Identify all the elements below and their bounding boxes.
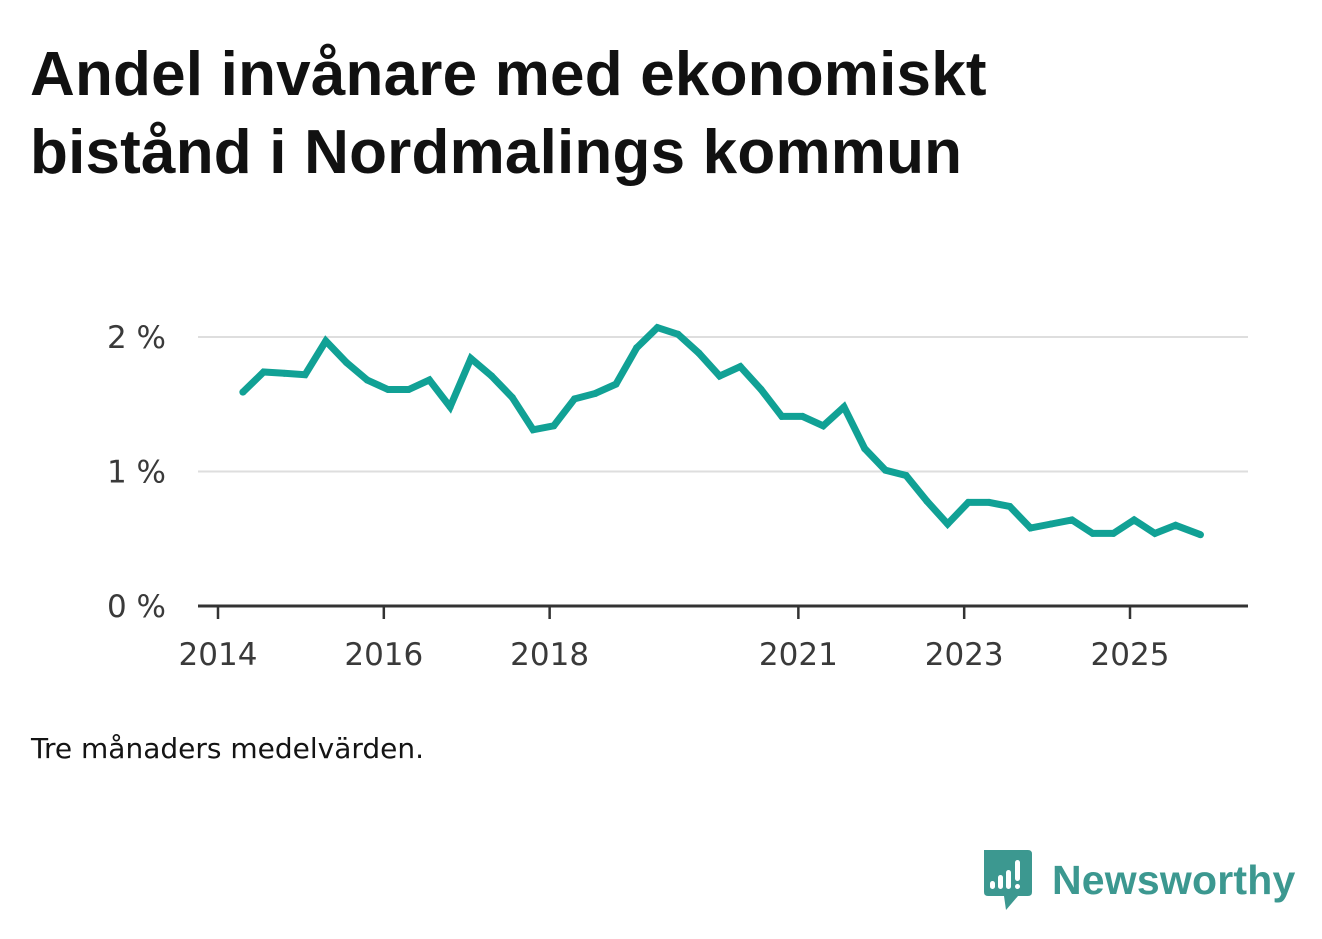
data-point (902, 472, 910, 480)
data-point (529, 426, 537, 434)
data-point (1047, 520, 1055, 528)
data-point (716, 372, 724, 380)
x-tick-label: 2023 (925, 637, 1004, 673)
brand-name: Newsworthy (1052, 856, 1296, 903)
data-point (819, 422, 827, 430)
data-point (467, 355, 475, 363)
data-point (446, 403, 454, 411)
data-point (674, 330, 682, 338)
x-tick-label: 2021 (759, 637, 838, 673)
x-axis-tick-labels: 2014 2016 2018 2021 2023 2025 (179, 637, 1170, 673)
data-point (799, 412, 807, 420)
brand-logo[interactable]: Newsworthy (980, 848, 1296, 912)
data-point (736, 363, 744, 371)
data-point (322, 337, 330, 345)
data-point (840, 403, 848, 411)
data-point (1068, 516, 1076, 524)
data-point (1006, 502, 1014, 510)
y-tick-label: 0 % (107, 589, 166, 625)
chart-footnote: Tre månaders medelvärden. (31, 732, 425, 765)
data-point (612, 380, 620, 388)
newsworthy-logo-icon (984, 850, 1032, 910)
x-axis (198, 604, 1248, 619)
data-point (964, 498, 972, 506)
data-point (1027, 524, 1035, 532)
y-tick-label: 1 % (107, 455, 166, 491)
x-tick-label: 2025 (1091, 637, 1170, 673)
data-point (653, 324, 661, 332)
data-point (591, 389, 599, 397)
data-point (488, 372, 496, 380)
data-point (861, 445, 869, 453)
x-tick-label: 2016 (344, 637, 423, 673)
data-point (633, 344, 641, 352)
data-point (1109, 529, 1117, 537)
data-point (571, 395, 579, 403)
data-point (550, 422, 558, 430)
series-layer (239, 323, 1204, 539)
data-point (508, 394, 516, 402)
data-point (280, 369, 288, 377)
data-point (923, 497, 931, 505)
data-point (239, 388, 247, 396)
data-point (985, 498, 993, 506)
data-point (260, 368, 268, 376)
x-tick-label: 2018 (510, 637, 589, 673)
data-point (944, 520, 952, 528)
data-point (757, 385, 765, 393)
data-point (405, 385, 413, 393)
data-point (1172, 521, 1180, 529)
data-point (384, 385, 392, 393)
series-line (240, 323, 1202, 538)
line-chart: 0 % 1 % 2 % 2014 2016 2018 2021 2023 2025 (107, 320, 1248, 673)
data-point (1130, 516, 1138, 524)
data-point (778, 412, 786, 420)
data-point (343, 359, 351, 367)
x-tick-label: 2014 (179, 637, 258, 673)
data-point (301, 371, 309, 379)
y-axis-tick-labels: 0 % 1 % 2 % (107, 320, 166, 625)
data-point (1089, 529, 1097, 537)
data-point (881, 466, 889, 474)
data-point (1196, 531, 1204, 539)
y-tick-label: 2 % (107, 320, 166, 356)
data-point (695, 349, 703, 357)
data-point (425, 376, 433, 384)
chart-title: Andel invånare med ekonomiskt bistånd i … (30, 40, 987, 187)
gridlines (198, 336, 1248, 473)
data-point (363, 376, 371, 384)
data-point (1151, 529, 1159, 537)
